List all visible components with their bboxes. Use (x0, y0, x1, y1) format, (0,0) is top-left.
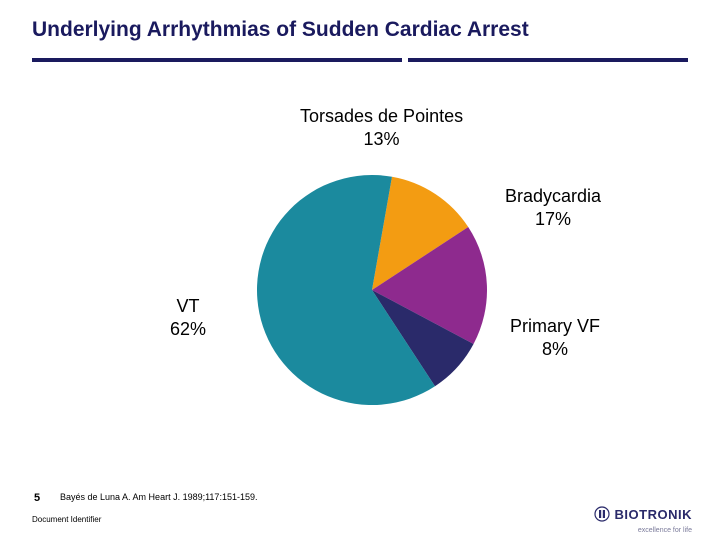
pie-chart-area: Torsades de Pointes13% Bradycardia17% Prim… (0, 100, 720, 480)
citation-text: Bayés de Luna A. Am Heart J. 1989;117:15… (60, 492, 257, 502)
pie-chart (257, 175, 487, 405)
pie-slice-label: Bradycardia17% (505, 185, 601, 230)
slide-title: Underlying Arrhythmias of Sudden Cardiac… (32, 18, 688, 42)
brand-tagline: excellence for life (638, 527, 692, 534)
brand-logo: BIOTRONIK (594, 506, 692, 522)
pie-slice-label: VT62% (170, 295, 206, 340)
page-number: 5 (34, 492, 40, 504)
pie-slice-label: Torsades de Pointes13% (300, 105, 463, 150)
brand-name: BIOTRONIK (615, 507, 692, 522)
document-identifier: Document Identifier (32, 515, 101, 524)
title-underline (32, 58, 688, 62)
pie-slice-label: Primary VF8% (510, 315, 600, 360)
brand-icon (594, 506, 610, 522)
